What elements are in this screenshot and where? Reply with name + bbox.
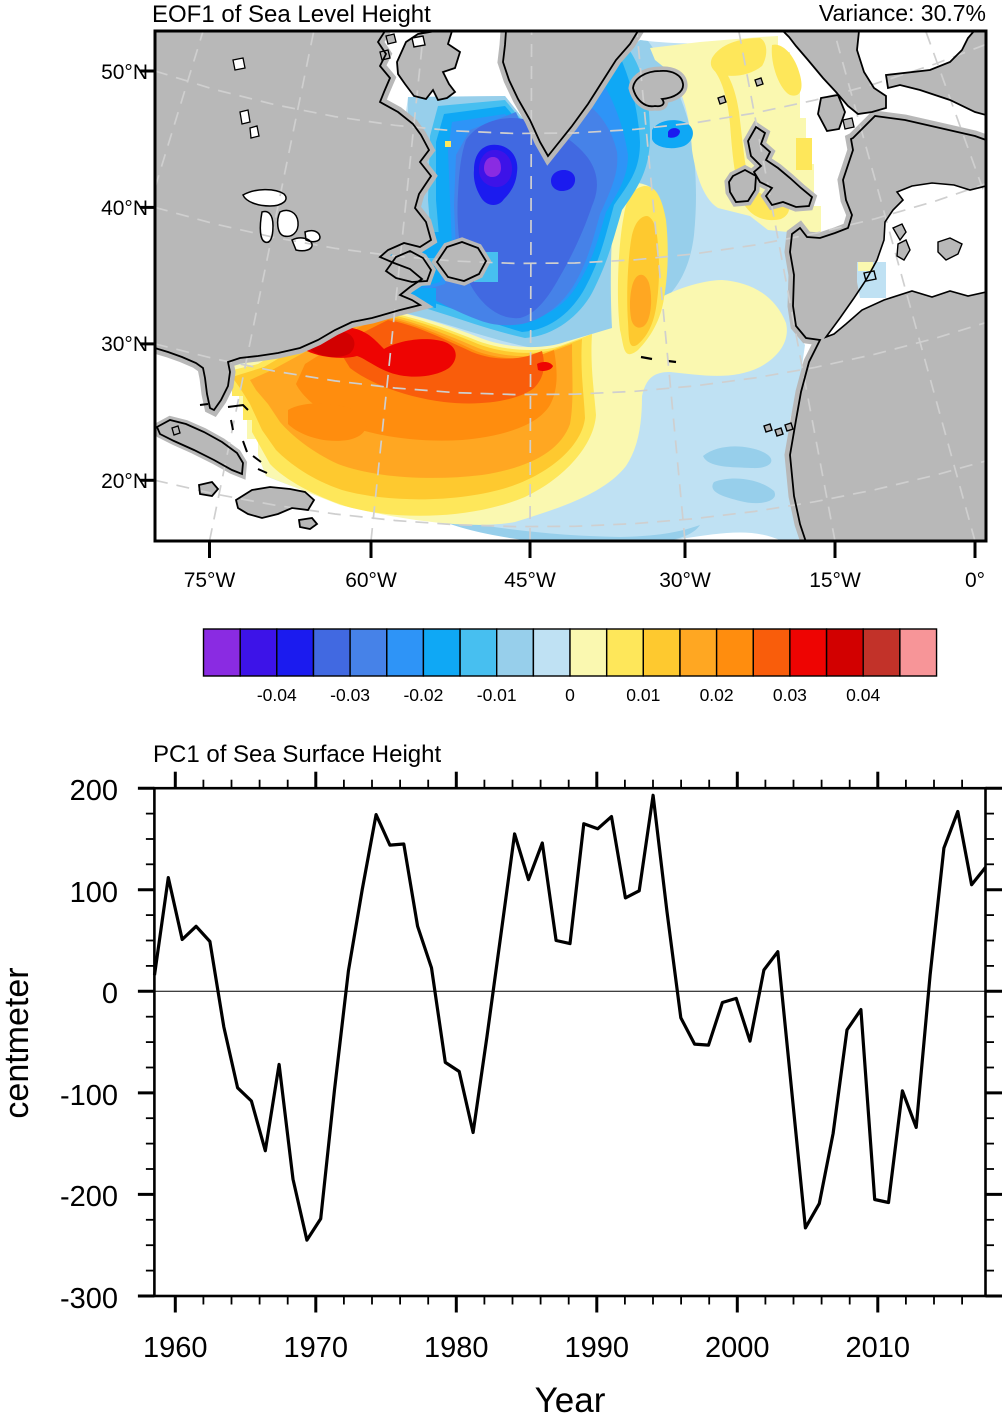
svg-text:40°N: 40°N [101, 197, 148, 220]
svg-text:30°W: 30°W [659, 569, 711, 592]
svg-text:1960: 1960 [143, 1332, 208, 1364]
svg-text:2010: 2010 [846, 1332, 911, 1364]
svg-text:15°W: 15°W [809, 569, 861, 592]
svg-text:-200: -200 [60, 1181, 118, 1213]
svg-text:0.04: 0.04 [846, 685, 880, 705]
svg-text:50°N: 50°N [101, 61, 148, 84]
svg-text:-0.03: -0.03 [330, 685, 370, 705]
svg-text:-0.01: -0.01 [477, 685, 517, 705]
svg-text:-300: -300 [60, 1283, 118, 1315]
svg-text:75°W: 75°W [184, 569, 236, 592]
svg-text:2000: 2000 [705, 1332, 770, 1364]
svg-text:45°W: 45°W [504, 569, 556, 592]
svg-text:200: 200 [70, 775, 118, 807]
svg-text:-0.02: -0.02 [403, 685, 443, 705]
svg-text:1980: 1980 [424, 1332, 489, 1364]
svg-text:centmeter: centmeter [0, 967, 36, 1118]
svg-text:20°N: 20°N [101, 470, 148, 493]
svg-text:0.03: 0.03 [773, 685, 807, 705]
svg-text:-100: -100 [60, 1080, 118, 1112]
svg-text:Variance: 30.7%: Variance: 30.7% [819, 0, 986, 26]
svg-text:0: 0 [102, 978, 118, 1010]
svg-text:1990: 1990 [565, 1332, 630, 1364]
svg-text:-0.04: -0.04 [257, 685, 297, 705]
svg-text:1970: 1970 [284, 1332, 349, 1364]
svg-text:60°W: 60°W [345, 569, 397, 592]
svg-text:0°: 0° [965, 569, 985, 592]
svg-text:100: 100 [70, 877, 118, 909]
svg-text:PC1 of Sea Surface Height: PC1 of Sea Surface Height [153, 741, 441, 768]
svg-text:30°N: 30°N [101, 333, 148, 356]
svg-text:Year: Year [535, 1381, 606, 1420]
svg-text:EOF1 of Sea Level Height: EOF1 of Sea Level Height [152, 1, 431, 28]
svg-text:0: 0 [565, 685, 575, 705]
svg-text:0.02: 0.02 [700, 685, 734, 705]
svg-text:0.01: 0.01 [626, 685, 660, 705]
